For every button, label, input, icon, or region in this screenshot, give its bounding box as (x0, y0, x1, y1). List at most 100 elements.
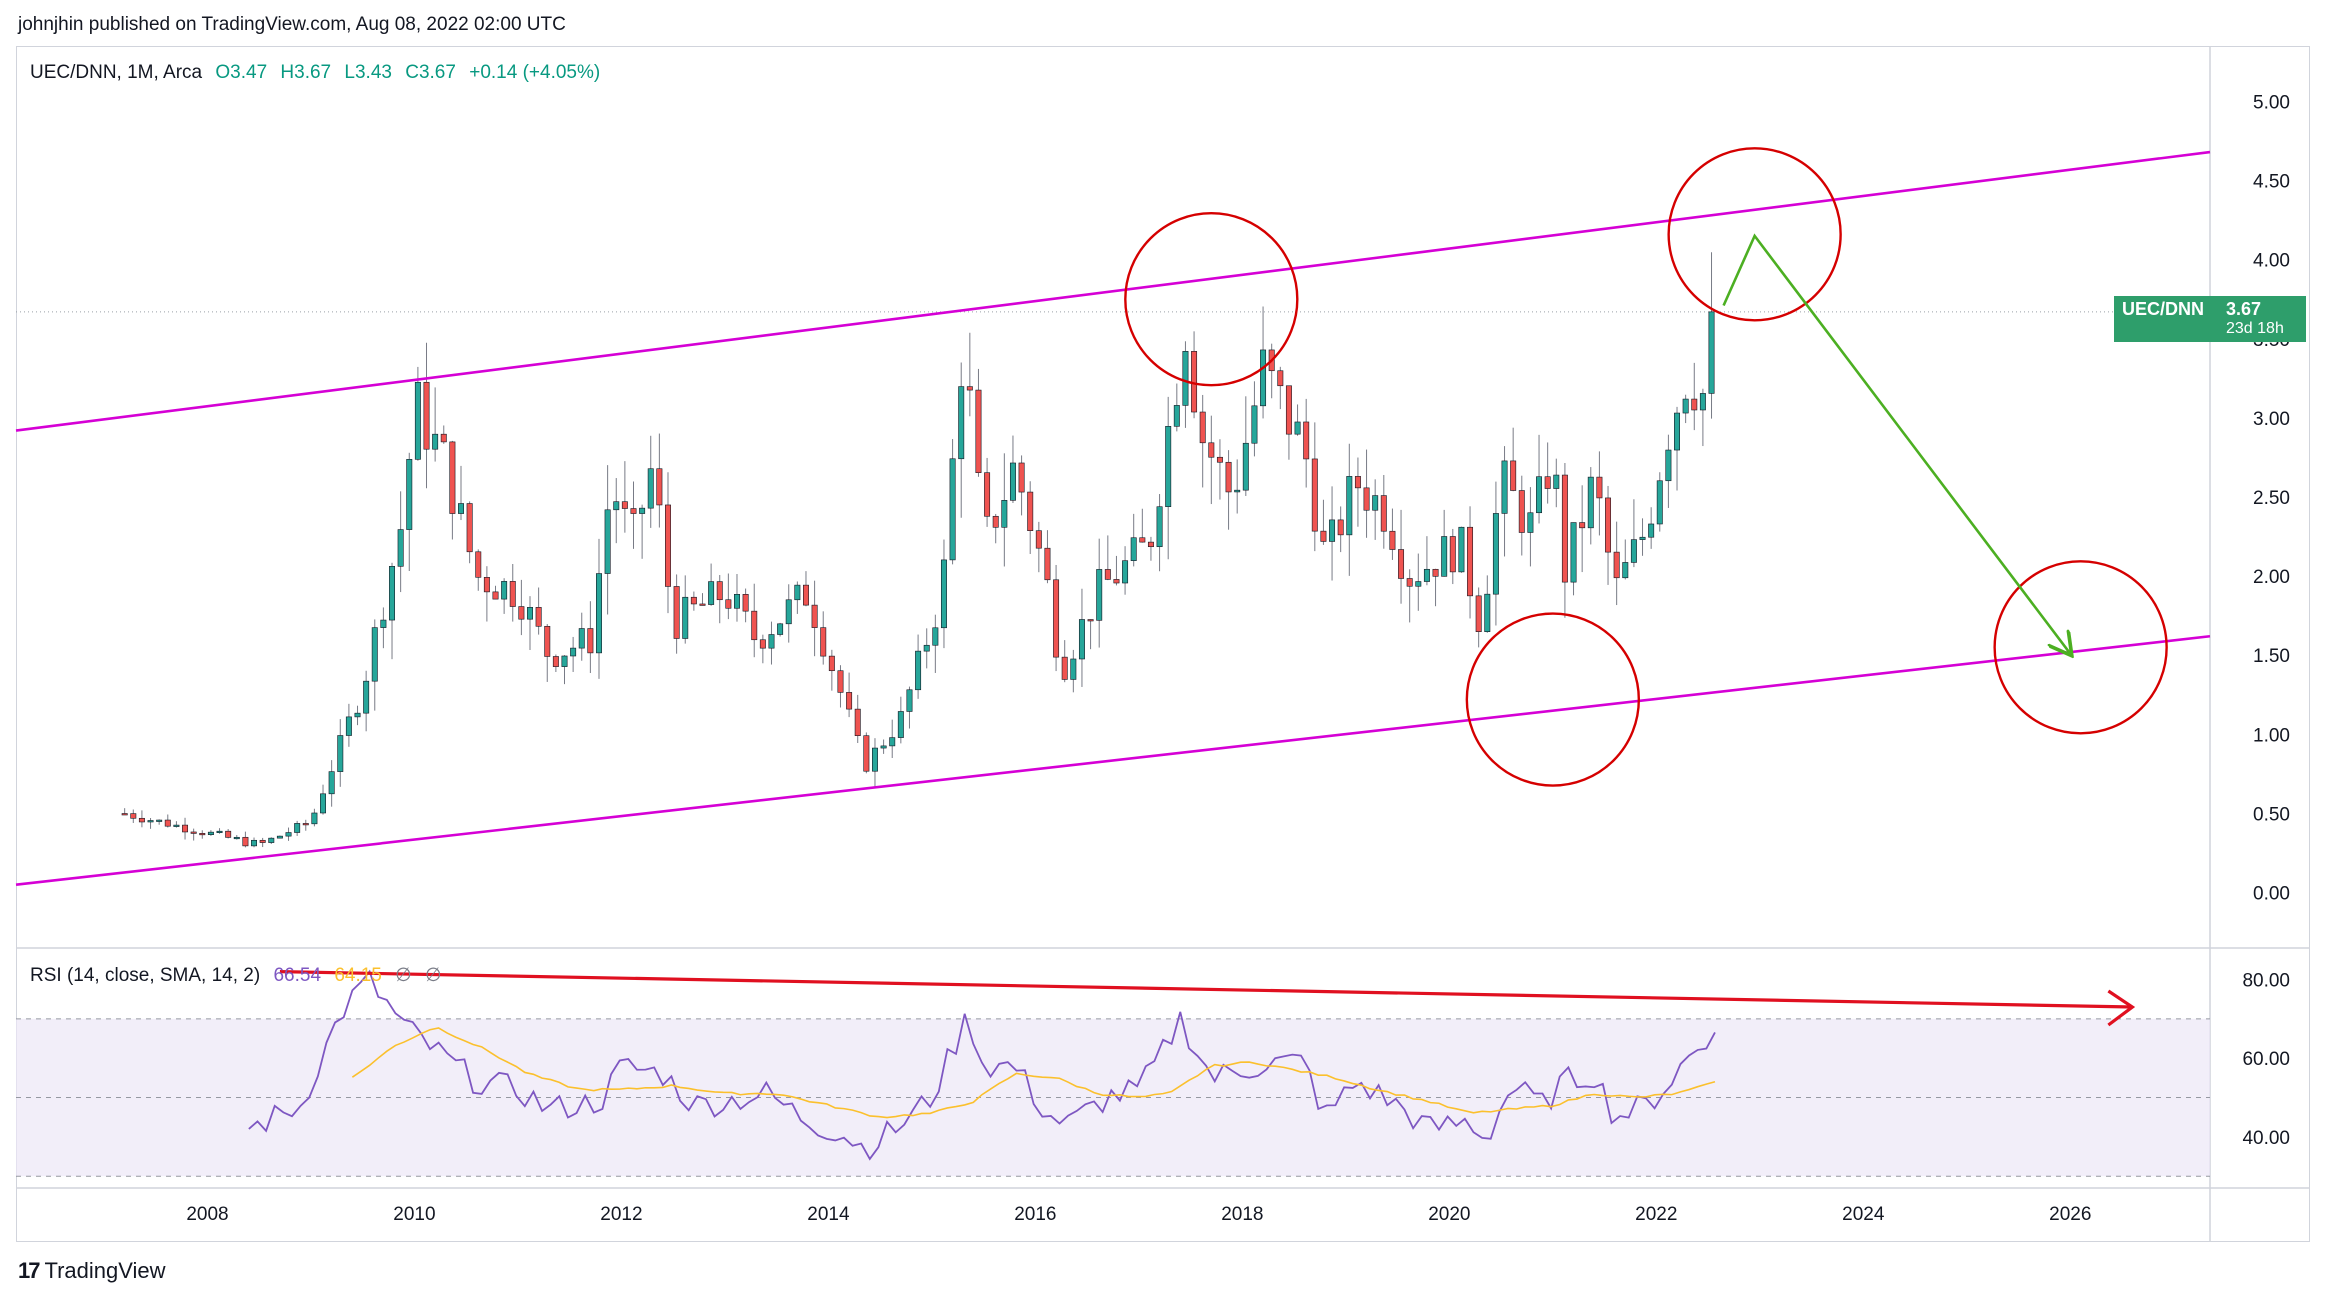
candle-down (1337, 519, 1344, 536)
publish-line: johnjhin published on TradingView.com, A… (18, 14, 566, 35)
candle-up (527, 607, 533, 620)
candle-down (587, 628, 594, 654)
candle-up (949, 458, 956, 561)
candle-up (1130, 537, 1137, 561)
price-tick-label: 1.00 (2253, 725, 2290, 746)
candle-down (1035, 530, 1042, 549)
rsi-divergence-arrowhead (2107, 989, 2136, 1027)
candle-up (406, 459, 413, 530)
candle-down (1191, 351, 1198, 413)
price-axis: 0.000.501.001.502.002.503.003.504.004.50… (16, 46, 2290, 1242)
time-tick-label: 2012 (600, 1204, 642, 1225)
rsi-tick-label: 40.00 (2242, 1128, 2290, 1149)
candle-up (345, 716, 352, 736)
channel-lines (15, 150, 2211, 886)
candle-up (734, 594, 740, 609)
candle-down (130, 813, 137, 819)
candle-up (897, 711, 904, 738)
candle-up (1648, 523, 1655, 538)
price-tick-label: 3.00 (2253, 409, 2290, 430)
candle-down (966, 386, 973, 391)
candle-down (1208, 442, 1215, 458)
rsi-na-1: ∅ (395, 965, 412, 986)
legend-symbol: UEC/DNN, 1M, Arca (30, 62, 203, 83)
candle-down (759, 639, 766, 649)
candle-up (1527, 512, 1534, 533)
candle-down (1199, 411, 1206, 444)
tradingview-brand[interactable]: 17 TradingView (18, 1258, 166, 1284)
candle-up (311, 812, 318, 825)
candle-up (285, 832, 292, 837)
candle-up (1484, 593, 1491, 632)
candle-up (1329, 519, 1336, 542)
badge-countdown: 23d 18h (2226, 320, 2284, 337)
rsi-tick-label: 80.00 (2242, 970, 2290, 991)
candle-down (828, 655, 835, 672)
candle-down (121, 813, 128, 816)
candle-up (794, 584, 801, 601)
candle-down (621, 501, 628, 509)
candle-up (173, 824, 180, 827)
candle-up (777, 623, 784, 635)
candle-down (690, 596, 697, 605)
candle-up (432, 433, 439, 450)
candle-up (639, 507, 646, 514)
tradingview-name: TradingView (44, 1258, 166, 1283)
candle-down (1467, 526, 1474, 597)
candle-down (1596, 476, 1603, 499)
candle-down (259, 839, 266, 843)
candle-up (647, 468, 654, 509)
candle-down (1354, 476, 1361, 489)
candle-up (708, 581, 715, 605)
candle-up (380, 619, 387, 628)
candle-down (716, 581, 723, 601)
candle-down (992, 515, 999, 528)
rsi-sma-line (351, 1027, 1716, 1119)
annotations (279, 147, 2168, 1027)
candle-up (1001, 500, 1008, 528)
main-legend[interactable]: UEC/DNN, 1M, Arca O3.47 H3.67 L3.43 C3.6… (30, 62, 600, 84)
candle-down (518, 606, 525, 620)
rsi-value: 66.54 (273, 965, 322, 986)
time-tick-label: 2022 (1635, 1204, 1677, 1225)
candle-up (1665, 449, 1672, 482)
candle-down (138, 817, 145, 823)
candle-down (1285, 385, 1292, 435)
candle-up (1570, 522, 1577, 583)
candle-down (630, 508, 637, 514)
candle-up (268, 837, 275, 843)
candle-down (1018, 462, 1025, 493)
candle-up (1078, 619, 1085, 660)
candle-up (604, 509, 611, 574)
rsi-legend[interactable]: RSI (14, close, SMA, 14, 2) 66.54 64.15 … (30, 964, 442, 987)
chart-frame[interactable] (16, 46, 2310, 1242)
candle-up (1458, 526, 1465, 573)
candle-up (397, 529, 404, 567)
candle-down (535, 607, 542, 627)
candle-down (1475, 595, 1482, 632)
candle-down (492, 591, 499, 600)
price-tick-label: 2.00 (2253, 567, 2290, 588)
candle-down (1432, 568, 1439, 577)
time-tick-label: 2020 (1428, 1204, 1470, 1225)
time-tick-label: 2010 (393, 1204, 435, 1225)
candle-down (846, 692, 853, 710)
candle-up (1251, 405, 1258, 444)
candle-up (613, 501, 620, 511)
candle-down (1380, 495, 1387, 532)
candle-down (1561, 474, 1568, 583)
candle-up (1122, 560, 1129, 584)
candle-up (682, 596, 689, 639)
rsi-lines (248, 969, 1716, 1161)
candle-up (1165, 426, 1172, 508)
candle-up (1630, 539, 1637, 563)
candle-down (1363, 487, 1370, 511)
rsi-band (16, 1018, 2210, 1177)
candle-up (1415, 581, 1422, 587)
candle-up (1372, 495, 1379, 511)
candle-up (1346, 476, 1353, 536)
candle-up (1492, 513, 1499, 595)
candle-down (544, 625, 551, 657)
candle-down (1320, 530, 1327, 542)
